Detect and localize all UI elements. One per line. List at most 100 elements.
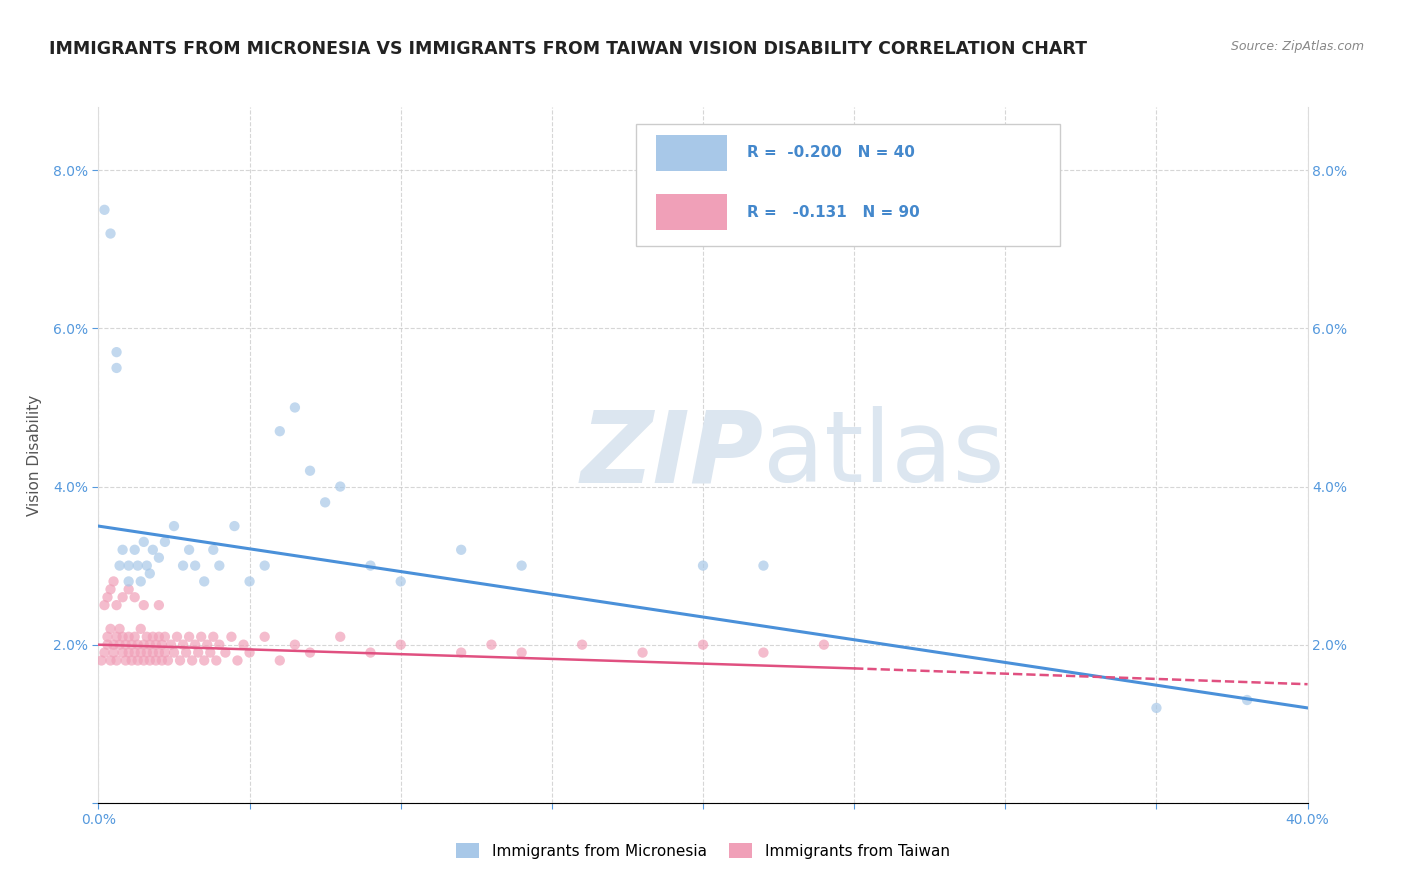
Point [172, 558, 194, 573]
Point [132, 598, 155, 612]
Y-axis label: Vision Disability: Vision Disability [27, 394, 42, 516]
Point [510, 646, 533, 660]
Point [111, 630, 134, 644]
Point [148, 630, 170, 644]
Point [208, 558, 231, 573]
Point [132, 653, 155, 667]
Point [172, 638, 194, 652]
Point [129, 622, 152, 636]
Point [389, 638, 412, 652]
Point [114, 638, 136, 652]
Point [93, 646, 115, 660]
Point [121, 653, 143, 667]
Point [105, 598, 128, 612]
Point [156, 653, 179, 667]
Point [224, 519, 246, 533]
Point [389, 574, 412, 589]
Point [121, 638, 143, 652]
Point [129, 574, 152, 589]
Point [190, 630, 212, 644]
Point [160, 638, 183, 652]
Point [329, 479, 352, 493]
Point [571, 638, 593, 652]
Point [208, 638, 231, 652]
Point [111, 542, 134, 557]
Point [93, 202, 115, 217]
Point [329, 630, 352, 644]
Point [284, 638, 307, 652]
Point [124, 646, 146, 660]
Point [118, 630, 141, 644]
Point [105, 345, 128, 359]
Point [214, 646, 236, 660]
Point [163, 519, 186, 533]
Point [813, 638, 835, 652]
Legend: Immigrants from Micronesia, Immigrants from Taiwan: Immigrants from Micronesia, Immigrants f… [450, 837, 956, 864]
Point [169, 653, 191, 667]
Point [132, 534, 155, 549]
Point [187, 646, 209, 660]
Point [124, 630, 146, 644]
Point [153, 646, 176, 660]
Point [142, 542, 165, 557]
Point [129, 646, 152, 660]
Point [166, 630, 188, 644]
Point [148, 598, 170, 612]
Point [118, 574, 141, 589]
Point [226, 653, 249, 667]
Text: Source: ZipAtlas.com: Source: ZipAtlas.com [1230, 40, 1364, 54]
Point [105, 630, 128, 644]
Point [284, 401, 307, 415]
Point [135, 646, 157, 660]
Text: R =  -0.200   N = 40: R = -0.200 N = 40 [747, 145, 914, 161]
Point [184, 558, 207, 573]
Text: atlas: atlas [763, 407, 1005, 503]
Point [108, 558, 131, 573]
Point [174, 646, 197, 660]
Point [360, 646, 382, 660]
Point [253, 630, 276, 644]
Point [118, 646, 141, 660]
Point [103, 646, 125, 660]
Point [510, 558, 533, 573]
Point [96, 638, 118, 652]
Point [205, 653, 228, 667]
Point [179, 630, 201, 644]
Point [184, 638, 207, 652]
FancyBboxPatch shape [655, 135, 727, 171]
Point [221, 630, 243, 644]
Point [200, 646, 222, 660]
Point [202, 542, 225, 557]
Point [111, 591, 134, 605]
Point [124, 542, 146, 557]
Point [135, 558, 157, 573]
Point [631, 646, 654, 660]
Point [269, 653, 291, 667]
Point [139, 638, 162, 652]
Point [142, 646, 165, 660]
Point [153, 630, 176, 644]
Point [103, 638, 125, 652]
Point [179, 542, 201, 557]
Point [360, 558, 382, 573]
Point [299, 464, 322, 478]
Point [108, 622, 131, 636]
Point [269, 424, 291, 438]
Point [108, 638, 131, 652]
Point [90, 653, 112, 667]
Point [105, 653, 128, 667]
Point [118, 558, 141, 573]
Point [105, 360, 128, 375]
Point [100, 227, 122, 241]
Point [239, 574, 262, 589]
Point [118, 582, 141, 597]
Point [239, 646, 262, 660]
Point [195, 638, 218, 652]
Point [181, 653, 204, 667]
Point [93, 598, 115, 612]
Point [100, 582, 122, 597]
Point [752, 558, 775, 573]
Text: ZIP: ZIP [581, 407, 763, 503]
Point [193, 653, 215, 667]
Point [1236, 693, 1258, 707]
